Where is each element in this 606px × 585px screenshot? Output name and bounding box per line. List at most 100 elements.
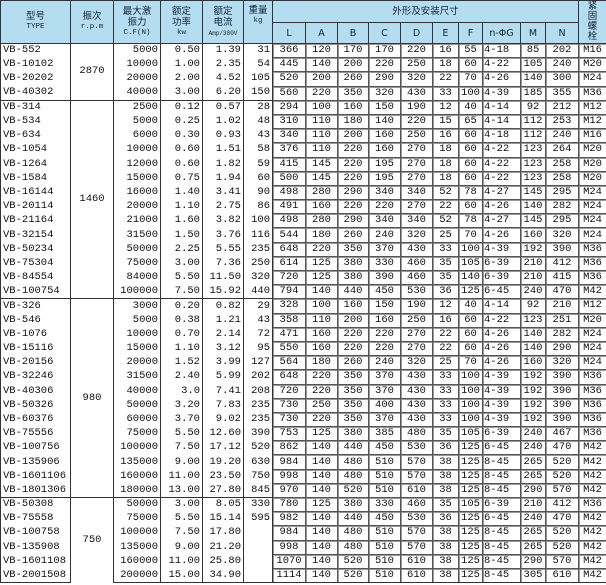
cell-current: 8.05 — [202, 496, 244, 512]
cell-dim-d: 530 — [400, 511, 433, 527]
cell-dim-m: 105 — [520, 57, 546, 73]
cell-model: VB-20156 — [0, 355, 71, 370]
cell-dim-l: 500 — [272, 170, 306, 186]
cell-dim-a: 140 — [305, 539, 338, 555]
header-power-cn: 额定功率 — [171, 5, 191, 28]
cell-force: 5000 — [113, 42, 161, 58]
cell-weight: 202 — [243, 369, 273, 384]
cell-dim-m: 265 — [520, 468, 546, 484]
cell-current: 27.80 — [202, 483, 244, 498]
cell-weight: 520 — [243, 440, 273, 455]
cell-dim-c: 290 — [368, 71, 401, 87]
cell-dim-a: 180 — [305, 355, 338, 371]
cell-dim-e: 33 — [432, 241, 459, 257]
cell-current: 2.14 — [202, 327, 244, 342]
cell-dim-a: 140 — [305, 57, 338, 73]
cell-dim-d: 570 — [400, 539, 433, 555]
cell-power: 7.50 — [160, 525, 203, 541]
header-dim-5: E — [432, 22, 459, 44]
cell-dim-l: 358 — [272, 312, 306, 328]
cell-dim-l: 366 — [272, 42, 306, 59]
cell-bolt: M42 — [578, 511, 606, 527]
cell-dim-n: 467 — [544, 426, 580, 442]
header-force-en: C.F(N) — [123, 28, 151, 37]
cell-dim-c: 510 — [368, 454, 401, 470]
cell-dim-d: 250 — [400, 128, 433, 144]
cell-dim-n: 210 — [544, 298, 580, 314]
cell-bolt: M36 — [578, 241, 606, 257]
cell-dim-d: 270 — [400, 142, 433, 158]
cell-power: 2.40 — [160, 369, 203, 384]
cell-weight: 43 — [243, 313, 273, 328]
cell-current: 3.12 — [202, 341, 244, 356]
cell-dim-l: 614 — [272, 255, 306, 272]
cell-dim-n: 282 — [544, 199, 580, 215]
cell-dim-l: 491 — [272, 199, 306, 215]
cell-power: 9.00 — [160, 540, 203, 555]
cell-current: 5.55 — [202, 242, 244, 257]
header-type-cn: 型号 — [25, 11, 45, 22]
cell-model: VB-634 — [0, 128, 71, 143]
cell-dim-l: 564 — [272, 355, 306, 371]
cell-dim-n: 520 — [544, 454, 580, 470]
cell-dim-a: 220 — [305, 411, 338, 428]
cell-dim-a: 110 — [305, 312, 338, 328]
cell-dim-m: 265 — [520, 454, 546, 470]
cell-dim-e: 22 — [432, 199, 459, 215]
cell-dim-n-g: 4-27 — [482, 213, 521, 229]
header-type-en: TYPE — [26, 23, 45, 31]
cell-model: VB-552 — [0, 42, 71, 58]
cell-dim-n: 258 — [544, 170, 580, 186]
cell-force: 75000 — [113, 511, 161, 526]
cell-current: 6.20 — [202, 86, 244, 101]
cell-current: 15.14 — [202, 511, 244, 526]
cell-dim-f: 125 — [458, 468, 483, 484]
header-bolt: 紧固螺栓 — [578, 0, 606, 44]
cell-dim-f: 105 — [458, 496, 483, 513]
table-row: VB-40306 40000 3.0 7.41 208 720 220 350 370 430 33… — [0, 383, 606, 399]
cell-power: 1.40 — [160, 185, 203, 200]
cell-bolt: M42 — [578, 567, 606, 584]
cell-power: 15.00 — [160, 568, 203, 584]
cell-dim-b: 200 — [337, 128, 369, 144]
cell-weight: 390 — [243, 426, 273, 441]
table-row: VB-75558 75000 5.50 15.14 595 982 140 440 450 530… — [0, 511, 606, 527]
cell-bolt: M24 — [578, 184, 606, 201]
cell-force: 31500 — [113, 227, 161, 243]
cell-dim-b: 170 — [337, 42, 369, 59]
cell-dim-a: 110 — [305, 128, 338, 144]
cell-bolt: M36 — [578, 496, 606, 513]
cell-dim-e: 38 — [432, 525, 459, 541]
cell-dim-c: 170 — [368, 42, 401, 59]
cell-dim-d: 570 — [400, 454, 433, 470]
cell-power: 0.60 — [160, 157, 203, 172]
table-row: VB-2001508 200000 15.00 34.90 1114 140 520 510 6… — [0, 567, 606, 584]
cell-model: VB-20114 — [0, 199, 71, 214]
cell-dim-l: 498 — [272, 213, 306, 229]
cell-dim-m: 192 — [520, 411, 546, 428]
cell-dim-d: 430 — [400, 383, 433, 399]
table-row: VB-20114 20000 1.10 2.75 86 491 160 220 220 270 22… — [0, 199, 606, 215]
header-dim-2: B — [337, 22, 369, 44]
cell-dim-d: 320 — [400, 227, 433, 243]
cell-weight: 95 — [243, 341, 273, 356]
cell-dim-n-g: 8-45 — [482, 539, 521, 555]
cell-current: 1.02 — [202, 114, 244, 129]
cell-dim-l: 720 — [272, 269, 306, 286]
cell-dim-m: 290 — [520, 482, 546, 499]
cell-dim-a: 160 — [305, 340, 338, 357]
cell-dim-d: 570 — [400, 468, 433, 484]
header-dim-3: C — [368, 22, 401, 44]
table-row: VB-20202 20000 2.00 4.52 105 520 200 260 290 320 2… — [0, 71, 606, 87]
cell-dim-f: 60 — [458, 156, 483, 172]
cell-force: 2500 — [113, 99, 161, 115]
cell-dim-d: 460 — [400, 269, 433, 286]
table-row: VB-15116 15000 1.10 3.12 95 550 160 220 220 270 22… — [0, 340, 606, 357]
table-body: VB-552 2870 5000 0.50 1.39 31 366 120 170 170 220 1… — [0, 42, 606, 584]
cell-force: 180000 — [113, 483, 161, 498]
cell-dim-m: 192 — [520, 241, 546, 257]
cell-dim-d: 460 — [400, 255, 433, 272]
cell-dim-e: 22 — [432, 71, 459, 87]
cell-dim-b: 480 — [337, 468, 369, 484]
cell-dim-n: 415 — [544, 269, 580, 286]
